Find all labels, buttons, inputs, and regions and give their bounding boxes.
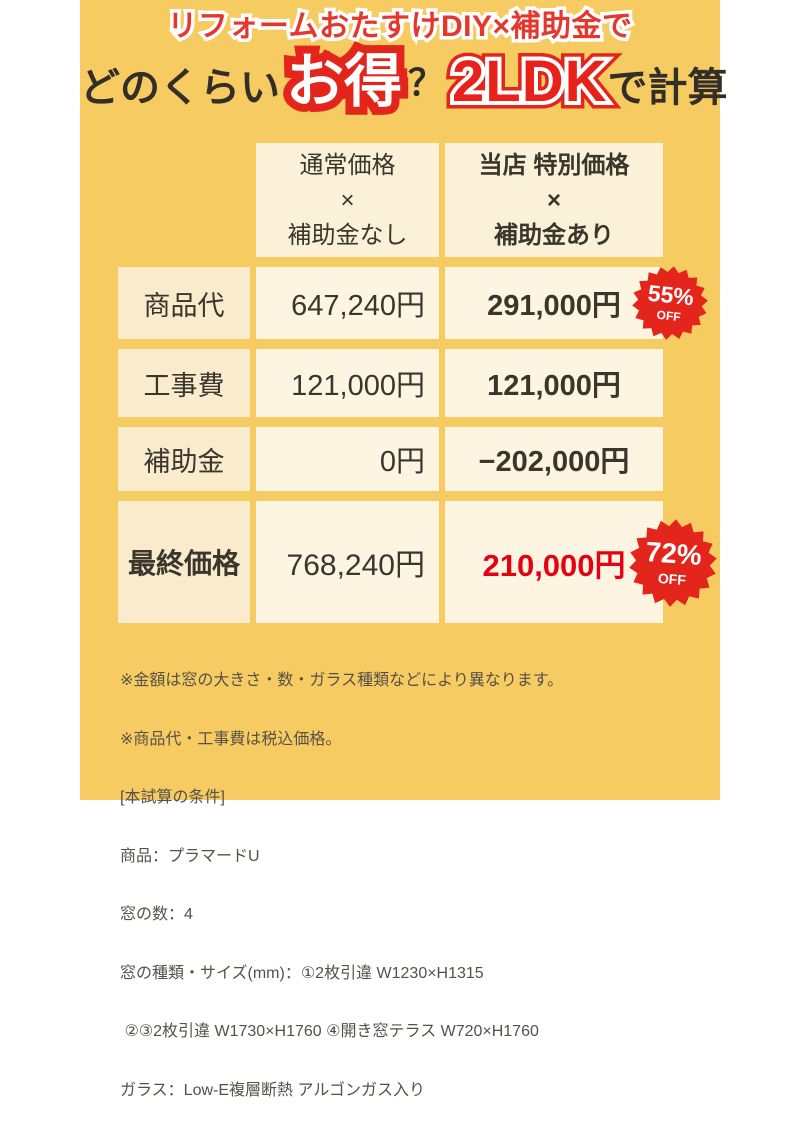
footnote-line: ②③2枚引違 W1730×H1760 ④開き窓テラス W720×H1760 (120, 1023, 539, 1040)
header-normal-price: 通常価格 × 補助金なし (256, 143, 439, 257)
footnote-line: 商品：プラマードU (120, 847, 260, 865)
product-cost-normal-price: 647,240円 (256, 267, 439, 339)
footnote-line: ※金額は窓の大きさ・数・ガラス種類などにより異なります。 (120, 672, 564, 689)
header-special-top: 当店 特別価格 (478, 151, 630, 179)
header-special-times: × (546, 186, 561, 214)
price-comparison-table: 通常価格 × 補助金なし 当店 特別価格 × 補助金あり 商品代 647,240… (118, 143, 663, 623)
footnote-line: ガラス：Low-E複層断熱 アルゴンガス入り (120, 1081, 425, 1099)
title-prefix: どのくらい (80, 66, 280, 110)
discount-percent-55: 55% (646, 279, 696, 311)
header-special-bottom: 補助金あり (494, 221, 614, 249)
footnote-line: [本試算の条件] (120, 789, 225, 806)
final-price-normal: 768,240円 (256, 501, 439, 623)
construction-cost-special-price: 121,000円 (445, 349, 663, 417)
footnote-line: ※商品代・工事費は税込価格。 (120, 730, 342, 748)
header-normal-times: × (340, 186, 355, 214)
title-highlight: お得 (286, 44, 402, 120)
discount-percent-72: 72% (644, 536, 703, 571)
footnote-line: 窓の数：4 (120, 906, 193, 923)
title-2ldk: 2LDK (452, 44, 608, 120)
row-label-construction-cost: 工事費 (118, 349, 250, 417)
discount-off-label-55: OFF (655, 307, 682, 325)
product-cost-special-price: 291,000円 (445, 267, 663, 339)
tagline: リフォームおたすけDIY×補助金で (80, 8, 720, 46)
footnote-line: 窓の種類・サイズ(mm)：①2枚引違 W1230×H1315 (120, 964, 484, 982)
promo-poster: リフォームおたすけDIY×補助金で どのくらいお得？2LDKで計算 通常価格 ×… (80, 0, 728, 1099)
header-special-price: 当店 特別価格 × 補助金あり (445, 143, 663, 257)
header-spacer-cell (118, 143, 250, 257)
subsidy-special-price: −202,000円 (445, 427, 663, 491)
tagline-text: リフォームおたすけDIY×補助金で (167, 8, 632, 46)
subsidy-normal-price: 0円 (256, 427, 439, 491)
main-title: どのくらいお得？2LDKで計算 (80, 44, 728, 135)
construction-cost-normal-price: 121,000円 (256, 349, 439, 417)
final-price-special: 210,000円 (445, 501, 663, 623)
discount-off-label-72: OFF (657, 570, 687, 588)
row-label-final-price: 最終価格 (118, 501, 250, 623)
row-label-subsidy: 補助金 (118, 427, 250, 491)
row-label-product-cost: 商品代 (118, 267, 250, 339)
header-normal-top: 通常価格 (299, 151, 396, 179)
footnotes: ※金額は窓の大きさ・数・ガラス種類などにより異なります。 ※商品代・工事費は税込… (120, 632, 700, 1139)
title-question-mark: ？ (408, 62, 445, 103)
title-suffix: で計算 (607, 66, 728, 110)
header-normal-bottom: 補助金なし (287, 221, 408, 249)
